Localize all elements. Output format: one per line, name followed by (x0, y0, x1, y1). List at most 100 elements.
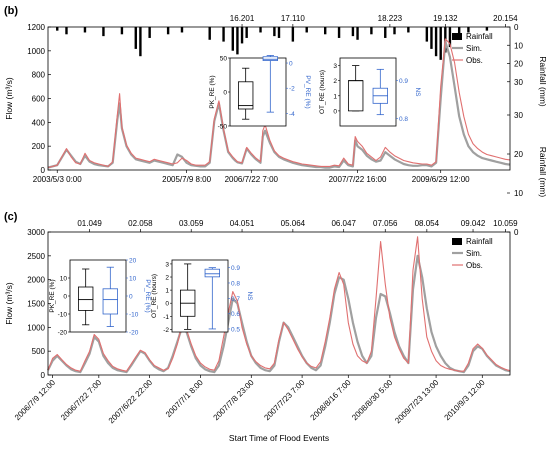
rain-bar (457, 27, 461, 37)
inset-pk-pv: -20 -10 0 10 PK_RE (%) -20 -10 0 10 20 PV_RE (%) (49, 258, 151, 337)
top-tick-label: 16.201 (230, 14, 255, 23)
y2-tick-label: 10 (514, 189, 523, 198)
panel-label: (b) (4, 5, 18, 17)
rain-bar (430, 27, 433, 49)
y2-tick-label: 0 (514, 23, 519, 32)
legend-label-obs: Obs. (466, 261, 483, 270)
top-tick-label: 03.059 (179, 219, 204, 228)
rain-bar (56, 27, 59, 31)
rain-bar (370, 27, 373, 35)
rain-bar (434, 27, 438, 57)
y-tick-label: 0 (41, 371, 46, 380)
obs-flow-line (47, 236, 511, 372)
inset-tick-label: -2 (289, 86, 295, 93)
inset-axis-title: OT_RE (hours) (151, 274, 158, 318)
y-axis-title: Flow (m³/s) (4, 77, 14, 120)
rain-bar (259, 27, 262, 33)
box-iqr (78, 286, 94, 311)
inset-ot-ns: -2 -1 0 1 2 3 OT_RE (hours) 0.5 0.6 0.7 0.8 0.9 NS (151, 259, 253, 334)
inset-tick-label: -20 (58, 330, 68, 337)
box-iqr (237, 81, 254, 110)
bottom-tick-label: 2009/6/29 12:00 (412, 175, 470, 184)
rain-bar (83, 27, 87, 33)
bottom-tick-label: 2008/8/30 5:00 (350, 378, 395, 423)
rain-bar (231, 27, 234, 51)
y2-tick-label: 20 (514, 150, 523, 159)
inset-tick-label: -1 (163, 314, 169, 321)
rain-bar (351, 27, 355, 37)
inset-axis-title: PK_RE (%) (209, 75, 216, 108)
bottom-tick-label: 2006/7/9 12:00 (13, 378, 58, 423)
inset-tick-label: 0.9 (399, 78, 408, 85)
rain-bar (102, 27, 105, 37)
rain-bar (166, 27, 170, 35)
y2-tick-label: 20 (514, 60, 523, 69)
legend-label-sim: Sim. (466, 44, 482, 53)
rain-bar (467, 27, 470, 33)
box-iqr (204, 268, 220, 278)
x-axis-title: Start Time of Flood Events (229, 433, 329, 443)
y-tick-label: 200 (32, 142, 46, 151)
rain-bar (305, 27, 308, 33)
legend-label-obs: Obs. (466, 56, 483, 65)
top-tick-label: 18.223 (378, 14, 403, 23)
rain-bar (407, 27, 410, 33)
inset-tick-label: -4 (289, 111, 295, 118)
inset-tick-label: 1 (165, 288, 169, 295)
y-tick-label: 3000 (27, 228, 45, 237)
y2-tick-label: 30 (514, 78, 523, 87)
rain-bar (236, 27, 239, 55)
obs-flow-line (47, 38, 511, 169)
rain-bar (485, 27, 489, 31)
rain-bar (180, 27, 184, 33)
top-tick-label: 19.132 (433, 14, 458, 23)
inset-tick-label: 0.6 (231, 311, 240, 318)
bottom-tick-label: 2006/7/22 7:00 (225, 175, 279, 184)
inset-tick-label: 0 (223, 90, 227, 97)
top-tick-label: 20.154 (493, 14, 518, 23)
rain-bar (384, 27, 387, 38)
bottom-tick-label: 2007/7/1 8:00 (164, 378, 205, 419)
legend-rain-swatch (452, 33, 462, 40)
top-tick-label: 02.058 (128, 219, 153, 228)
legend-label-rainfall: Rainfall (466, 237, 493, 246)
top-tick-label: 08.054 (415, 219, 440, 228)
box-iqr (102, 288, 119, 315)
bottom-tick-label: 2008/8/16 7:00 (309, 378, 354, 423)
bottom-tick-label: 2009/7/23 13:00 (393, 378, 441, 426)
inset-tick-label: -10 (129, 312, 139, 319)
top-tick-label: 04.051 (230, 219, 255, 228)
legend-label-rainfall: Rainfall (466, 32, 493, 41)
y-tick-label: 1000 (27, 47, 45, 56)
bottom-tick-label: 2007/7/23 7:00 (262, 378, 307, 423)
bottom-tick-label: 2007/7/22 16:00 (329, 175, 387, 184)
inset-axis-title: PV_RE (%) (304, 75, 311, 108)
inset-tick-label: -50 (218, 124, 228, 131)
y-tick-label: 600 (32, 95, 46, 104)
inset-tick-label: 0 (165, 301, 169, 308)
rain-bar (134, 27, 137, 49)
rain-bar (273, 27, 276, 37)
rain-bar (208, 27, 211, 40)
inset-axis-title: NS (414, 87, 421, 97)
rain-bar (448, 27, 452, 48)
rain-bar (148, 27, 151, 38)
y-tick-label: 800 (32, 71, 46, 80)
inset-axis-title: PV_RE (%) (144, 279, 151, 312)
y-axis-title: Flow (m³/s) (4, 282, 14, 325)
y-tick-label: 1200 (27, 23, 45, 32)
y-tick-label: 0 (41, 166, 46, 175)
rain-bar (393, 27, 396, 35)
inset-tick-label: 20 (129, 258, 137, 265)
rain-bar (222, 27, 225, 42)
inset-tick-label: 50 (220, 56, 228, 63)
rain-bar (277, 27, 281, 38)
inset-tick-label: 0.7 (231, 296, 240, 303)
rain-bar (439, 27, 442, 60)
inset-tick-label: -2 (163, 327, 169, 334)
inset-tick-label: 3 (333, 63, 337, 70)
y2-axis-title: Rainfall (mm) (538, 147, 548, 198)
inset-tick-label: 3 (165, 261, 169, 268)
